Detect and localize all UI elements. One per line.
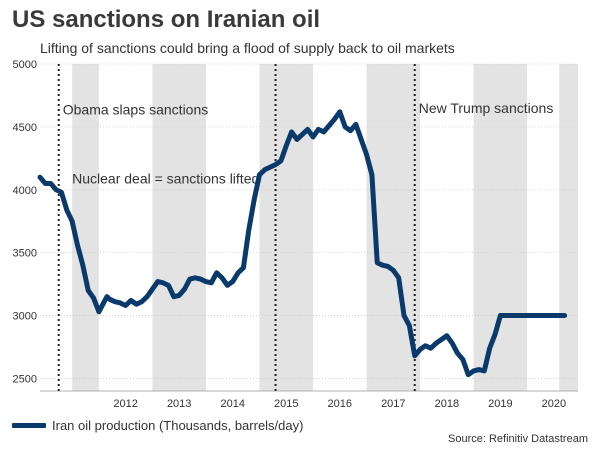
y-tick-label: 3500 [13,248,37,260]
year-band [72,64,99,391]
event-label: Nuclear deal = sanctions lifted [72,170,259,186]
y-tick-label: 4000 [13,185,37,197]
x-tick-label: 2015 [274,398,298,410]
y-tick-label: 4500 [13,122,37,134]
x-tick-label: 2019 [488,398,512,410]
chart-title: US sanctions on Iranian oil [12,6,321,33]
y-tick-label: 5000 [13,59,37,71]
year-band [473,64,528,391]
chart-subtitle: Lifting of sanctions could bring a flood… [40,40,455,56]
x-tick-label: 2013 [167,398,191,410]
x-tick-label: 2018 [435,398,459,410]
year-band [559,64,578,391]
x-tick-label: 2020 [542,398,566,410]
year-band [259,64,314,391]
y-tick-label: 3000 [13,311,37,323]
y-tick-label: 2500 [13,373,37,385]
year-band [152,64,206,391]
legend-swatch [12,423,46,428]
x-tick-label: 2012 [113,398,137,410]
x-tick-label: 2016 [328,398,352,410]
x-tick-label: 2017 [381,398,405,410]
event-label: New Trump sanctions [419,100,554,116]
x-tick-label: 2014 [220,398,244,410]
series-line-iran-oil-production [37,109,568,378]
legend: Iran oil production (Thousands, barrels/… [12,418,303,433]
source-note: Source: Refinitiv Datastream [448,433,588,445]
legend-label: Iran oil production (Thousands, barrels/… [52,418,304,433]
event-label: Obama slaps sanctions [63,101,209,117]
